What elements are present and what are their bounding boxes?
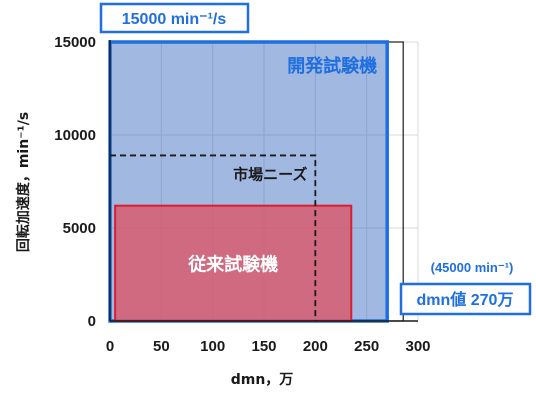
x-tick-label-6: 300 — [405, 338, 430, 355]
x-tick-label-5: 250 — [354, 338, 379, 355]
y-axis-label: 回転加速度，min⁻¹/s — [15, 112, 32, 252]
x-tick-label-2: 100 — [200, 338, 225, 355]
region-market-needs — [110, 154, 317, 321]
region-market-needs-label: 市場ニーズ — [233, 165, 307, 183]
y-tick-label-2: 10000 — [54, 127, 96, 144]
axes — [109, 40, 418, 322]
y-tick-label-3: 15000 — [54, 34, 96, 51]
region-development-tester-label: 開発試験機 — [287, 55, 377, 77]
x-tick-label-3: 150 — [251, 338, 276, 355]
top-annotation-box — [99, 2, 250, 34]
region-conventional-tester — [114, 204, 353, 322]
x-axis-label: dmn，万 — [231, 372, 294, 388]
right-annotation-box — [399, 282, 532, 316]
right-note: (45000 min⁻¹) — [431, 260, 514, 275]
right-annotation: dmn値 270万 — [399, 282, 532, 316]
x-tick-label-1: 50 — [153, 338, 170, 355]
right-annotation-text: dmn値 270万 — [417, 290, 514, 309]
y-tick-label-1: 5000 — [63, 220, 96, 237]
x-tick-label-0: 0 — [106, 338, 114, 355]
y-tick-label-0: 0 — [88, 313, 96, 330]
top-annotation: 15000 min⁻¹/s — [99, 2, 250, 34]
region-conventional-tester-label: 従来試験機 — [187, 253, 278, 275]
top-annotation-text: 15000 min⁻¹/s — [122, 11, 227, 28]
x-tick-label-4: 200 — [303, 338, 328, 355]
ticks: 0 50 100 150 200 250 300 0 5000 10000 15000 — [54, 34, 430, 355]
